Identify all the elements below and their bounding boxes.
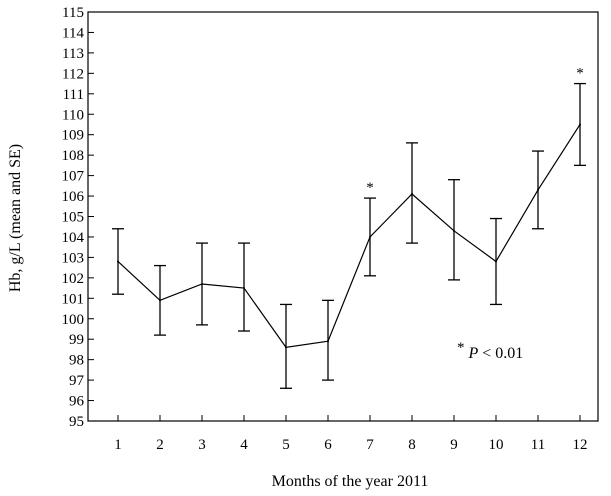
x-tick-label: 1 [114, 437, 122, 453]
p-value-annotation: * P < 0.01 [457, 339, 523, 362]
y-tick-label: 111 [63, 87, 84, 103]
y-tick-label: 113 [62, 46, 84, 62]
x-tick-label: 12 [573, 437, 588, 453]
data-point [369, 235, 371, 238]
y-tick-label: 114 [62, 25, 84, 41]
series-line [117, 124, 581, 349]
x-tick-label: 10 [489, 437, 504, 453]
y-tick-label: 106 [62, 189, 85, 205]
data-point [579, 123, 581, 126]
y-tick-label: 109 [62, 128, 85, 144]
p-value-text: < 0.01 [482, 345, 523, 362]
y-tick-label: 95 [69, 414, 84, 430]
data-point [411, 193, 413, 196]
x-tick-label: 8 [408, 437, 416, 453]
y-tick-label: 107 [62, 169, 85, 185]
x-tick-label: 2 [156, 437, 164, 453]
data-point [495, 260, 497, 263]
y-tick-label: 112 [62, 66, 84, 82]
y-axis-title: Hb, g/L (mean and SE) [7, 144, 24, 292]
error-bars [112, 82, 586, 389]
y-tick-label: 96 [69, 394, 85, 410]
significance-marker: * [576, 66, 584, 82]
data-point [201, 282, 203, 285]
data-point [243, 287, 245, 290]
series-line-group [117, 123, 581, 349]
y-tick-label: 108 [62, 148, 85, 164]
y-tick-label: 110 [62, 107, 84, 123]
y-tick-label: 102 [62, 271, 85, 287]
y-tick-label: 104 [62, 230, 85, 246]
x-axis-title: Months of the year 2011 [272, 473, 429, 490]
y-tick-label: 101 [62, 291, 85, 307]
data-point [537, 188, 539, 191]
data-point [453, 229, 455, 232]
data-point [327, 340, 329, 343]
data-point [159, 299, 161, 302]
x-tick-label: 5 [282, 437, 290, 453]
y-tick-label: 99 [69, 332, 84, 348]
x-tick-label: 11 [531, 437, 545, 453]
data-point [285, 346, 287, 349]
y-axis-ticks: 95 96 97 98 99 100 101 102 103 104 105 106 107 108 109… [62, 5, 94, 430]
significance-marker: * [366, 180, 374, 196]
y-tick-label: 103 [62, 250, 85, 266]
p-value-star: * [457, 340, 465, 356]
y-tick-label: 97 [69, 373, 85, 389]
y-tick-label: 105 [62, 210, 85, 226]
data-point [117, 260, 119, 263]
significance-markers: ** [366, 66, 584, 197]
x-tick-label: 9 [450, 437, 458, 453]
x-axis-ticks: 1 2 3 4 5 6 7 8 9 10 11 12 [114, 415, 588, 453]
y-tick-label: 98 [69, 353, 84, 369]
p-value-letter: P [468, 345, 479, 362]
x-tick-label: 3 [198, 437, 206, 453]
x-tick-label: 6 [324, 437, 332, 453]
y-tick-label: 115 [62, 5, 84, 21]
x-tick-label: 4 [240, 437, 248, 453]
y-tick-label: 100 [62, 312, 85, 328]
x-tick-label: 7 [366, 437, 374, 453]
